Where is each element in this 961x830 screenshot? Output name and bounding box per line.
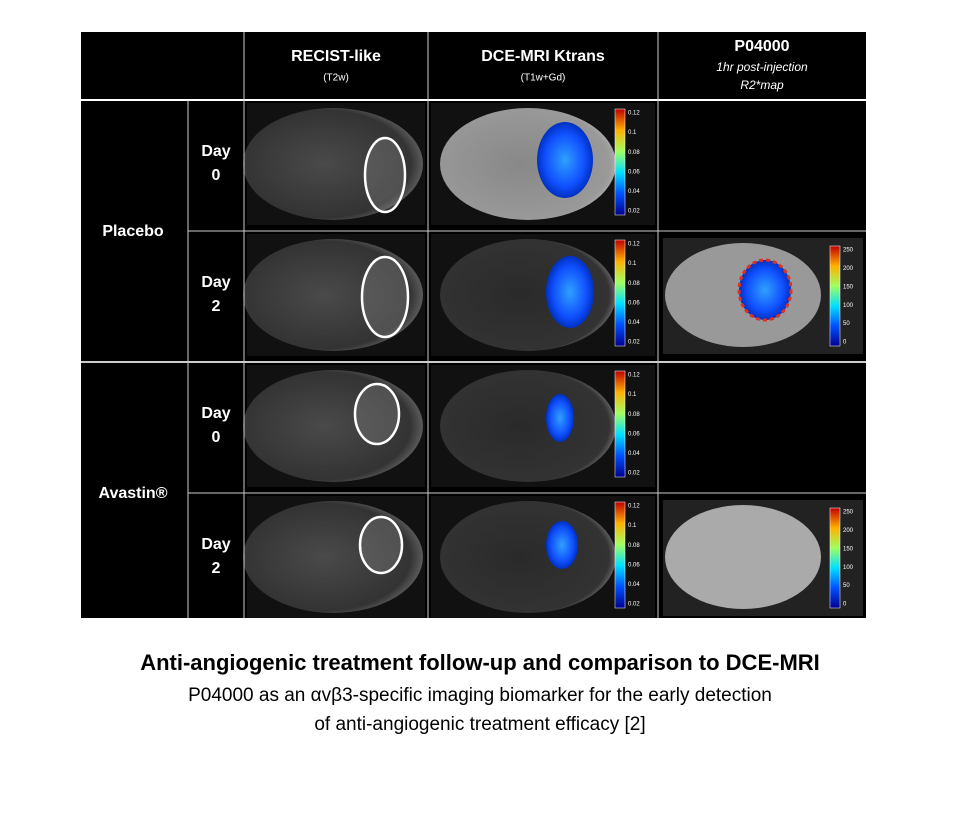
caption-line: of anti-angiogenic treatment efficacy [2… (314, 714, 645, 735)
r2-map (737, 258, 793, 322)
colorbar (614, 501, 626, 609)
colorbar-tick-label: 0.12 (628, 373, 640, 379)
colorbar-tick-label: 0.04 (628, 320, 640, 326)
colorbar (829, 245, 841, 347)
day-label: Day (201, 274, 230, 291)
column-subtitle: (T1w+Gd) (521, 73, 566, 84)
brain (243, 370, 423, 482)
column-subtitle: R2*map (740, 78, 784, 92)
ktrans-map (546, 521, 578, 569)
caption-line: P04000 as an αvβ3-specific imaging bioma… (188, 685, 772, 706)
tumor-roi (363, 136, 407, 214)
colorbar-tick-label: 150 (843, 284, 854, 290)
brain (665, 505, 821, 609)
colorbar-tick-label: 0.1 (628, 261, 637, 267)
colorbar-tick-label: 200 (843, 528, 854, 534)
day-number: 2 (212, 560, 221, 577)
colorbar-tick-label: 0.06 (628, 562, 640, 568)
brain (440, 370, 616, 482)
colorbar-tick-label: 150 (843, 546, 854, 552)
colorbar-tick-label: 0.1 (628, 392, 637, 398)
colorbar-tick-label: 0.1 (628, 130, 637, 136)
colorbar-tick-label: 0.04 (628, 582, 640, 588)
colorbar (614, 239, 626, 347)
colorbar-tick-label: 250 (843, 510, 854, 516)
column-subtitle: 1hr post-injection (716, 60, 808, 74)
colorbar-tick-label: 0.08 (628, 412, 640, 418)
colorbar-tick-label: 0.06 (628, 169, 640, 175)
brain (243, 239, 423, 351)
colorbar-tick-label: 0.12 (628, 111, 640, 117)
colorbar-tick-label: 0 (843, 340, 847, 346)
colorbar-tick-label: 0.06 (628, 431, 640, 437)
colorbar-tick-label: 100 (843, 565, 854, 571)
colorbar-tick-label: 200 (843, 266, 854, 272)
colorbar (614, 108, 626, 216)
column-title: DCE-MRI Ktrans (481, 48, 605, 65)
ktrans-map (537, 122, 593, 198)
colorbar-tick-label: 250 (843, 248, 854, 254)
colorbar-tick-label: 0.02 (628, 340, 640, 346)
brain (440, 501, 616, 613)
colorbar (829, 507, 841, 609)
brain (243, 501, 423, 613)
colorbar-tick-label: 0.12 (628, 504, 640, 510)
day-number: 2 (212, 298, 221, 315)
group-label: Placebo (102, 223, 164, 240)
colorbar-tick-label: 0.1 (628, 523, 637, 529)
colorbar-tick-label: 0.06 (628, 300, 640, 306)
colorbar (614, 370, 626, 478)
colorbar-tick-label: 100 (843, 303, 854, 309)
caption-title: Anti-angiogenic treatment follow-up and … (140, 650, 820, 675)
brain (243, 108, 423, 220)
day-label: Day (201, 536, 230, 553)
colorbar-tick-label: 0.04 (628, 451, 640, 457)
column-title: RECIST-like (291, 48, 381, 65)
day-number: 0 (212, 429, 221, 446)
tumor-roi (358, 515, 404, 575)
colorbar-tick-label: 0.08 (628, 150, 640, 156)
group-label: Avastin® (99, 485, 168, 502)
colorbar-tick-label: 0.04 (628, 189, 640, 195)
colorbar-tick-label: 0.08 (628, 281, 640, 287)
ktrans-map (546, 256, 594, 328)
ktrans-map (546, 394, 574, 442)
colorbar-tick-label: 50 (843, 321, 850, 327)
colorbar-tick-label: 0.12 (628, 242, 640, 248)
day-label: Day (201, 405, 230, 422)
colorbar-tick-label: 0.02 (628, 602, 640, 608)
day-number: 0 (212, 167, 221, 184)
colorbar-tick-label: 0.02 (628, 471, 640, 477)
column-title: P04000 (734, 38, 789, 55)
colorbar-tick-label: 0.02 (628, 209, 640, 215)
colorbar-tick-label: 0.08 (628, 543, 640, 549)
tumor-roi (353, 382, 401, 446)
colorbar-tick-label: 0 (843, 602, 847, 608)
day-label: Day (201, 143, 230, 160)
tumor-roi (360, 255, 410, 339)
colorbar-tick-label: 50 (843, 583, 850, 589)
column-subtitle: (T2w) (323, 73, 349, 84)
